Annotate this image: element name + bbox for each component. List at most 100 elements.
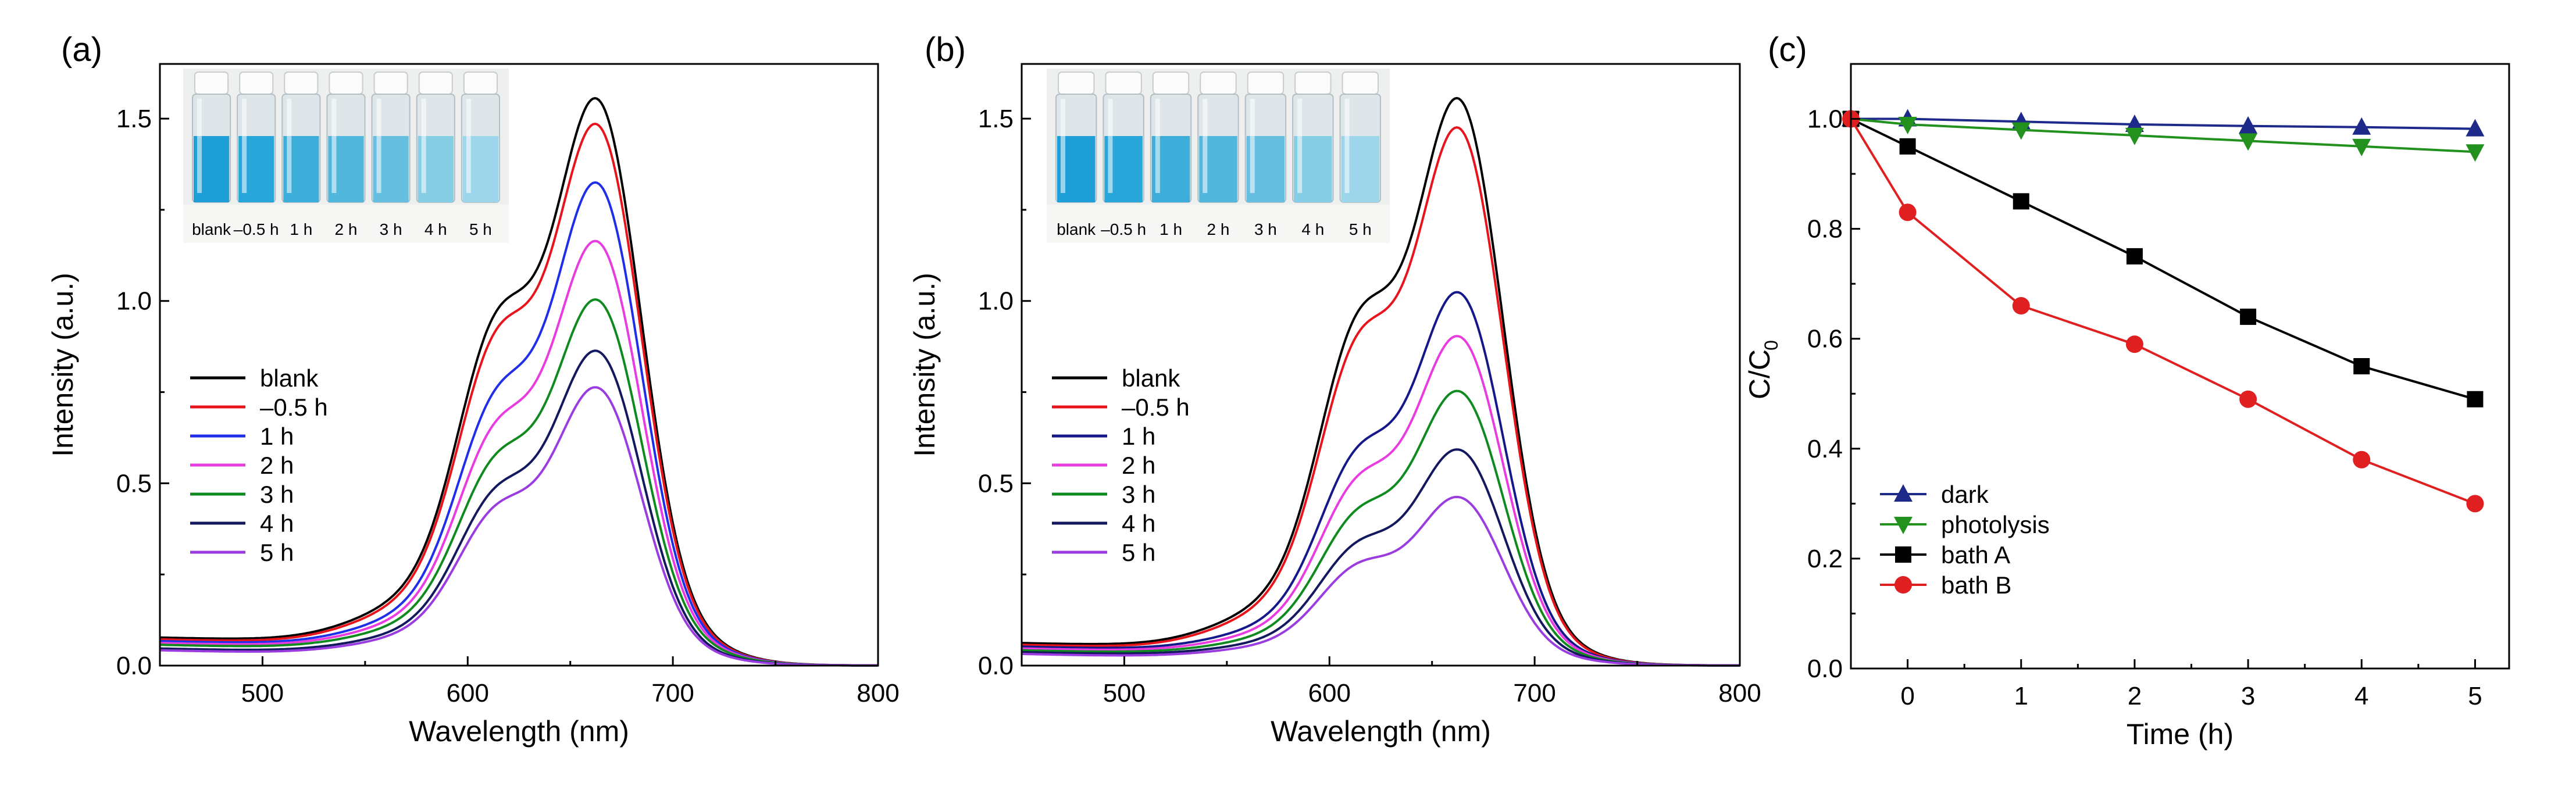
panel-a-vial-photo: blank –0.5 h 1 h 2 h 3 h 4 h 5 h <box>183 69 509 243</box>
panel-c-ytick-label: 1.0 <box>1807 105 1843 134</box>
panel-c-point-2-2 <box>2013 193 2029 210</box>
panel-a-vial-cap <box>284 72 319 95</box>
panel-b-xtick-label: 800 <box>1718 679 1761 707</box>
panel-b-legend-label-3: 2 h <box>1122 452 1155 479</box>
panel-a-vial-cap <box>373 72 408 95</box>
panel-c-x-axis-label: Time (h) <box>2127 718 2234 750</box>
panel-a-legend-label-3: 2 h <box>260 452 294 479</box>
panel-b-ytick-label: 0.0 <box>978 652 1014 680</box>
panel-c-legend-label-2: bath A <box>1941 541 2010 569</box>
panel-b-vial-1: –0.5 h <box>1101 72 1146 238</box>
panel-b-xtick-label: 600 <box>1308 679 1351 707</box>
panel-b-vial-cap <box>1058 72 1095 95</box>
panel-b-legend: blank–0.5 h1 h2 h3 h4 h5 h <box>1052 364 1190 566</box>
panel-c-y-axis-label-sub: 0 <box>1761 340 1782 351</box>
panel-c-legend-label-1: photolysis <box>1941 511 2050 538</box>
panel-b-legend-label-4: 3 h <box>1122 481 1155 508</box>
panel-c-point-3-6 <box>2466 495 2484 513</box>
panel-b-vial-6: 5 h <box>1339 72 1382 238</box>
panel-a-vial-label-2: 1 h <box>290 220 312 238</box>
panel-b-legend-label-6: 5 h <box>1122 539 1155 566</box>
panel-c-point-1-1 <box>1898 117 1917 134</box>
panel-c-point-1-3 <box>2125 127 2144 145</box>
panel-b-vial-label-3: 2 h <box>1207 220 1230 238</box>
panel-c-legend-marker-0 <box>1894 484 1913 502</box>
panel-a-legend-label-1: –0.5 h <box>260 394 328 421</box>
panel-a-vial-cap <box>194 72 229 95</box>
panel-a-vial-6: 5 h <box>461 72 500 238</box>
panel-c-ytick-label: 0.6 <box>1807 325 1843 353</box>
panel-c-point-2-3 <box>2126 248 2143 264</box>
panel-a-vial-cap <box>239 72 274 95</box>
panel-b-x-axis-label: Wavelength (nm) <box>1271 715 1491 748</box>
panel-c-y-axis-label: C/C0 <box>1743 340 1782 399</box>
panel-c-xtick-label: 0 <box>1900 682 1914 710</box>
panel-b-series-line-6 <box>1021 495 1740 667</box>
panel-a-xtick-label: 600 <box>447 679 489 707</box>
panel-c-ytick-label: 0.2 <box>1807 545 1843 573</box>
panel-c-legend-marker-1 <box>1894 517 1913 534</box>
panel-c-point-1-2 <box>2011 122 2031 140</box>
panel-a-ytick-label: 1.0 <box>116 287 152 316</box>
panel-a-xtick-label: 800 <box>857 679 899 707</box>
panel-b-vial-label-1: –0.5 h <box>1101 220 1146 238</box>
panel-b-vial-0: blank <box>1055 72 1097 238</box>
panel-a-ytick-label: 0.0 <box>116 652 152 680</box>
panel-c-legend-marker-3 <box>1894 576 1912 594</box>
panel-b-vial-4: 3 h <box>1244 72 1287 238</box>
panel-a-vial-highlight <box>197 99 202 193</box>
panel-c-point-3-3 <box>2125 335 2143 353</box>
panel-a-legend-label-2: 1 h <box>260 423 294 450</box>
panel-c-label: (c) <box>1768 31 1807 69</box>
panel-b-ytick-label: 1.5 <box>978 105 1014 133</box>
panel-a-vial-cap <box>329 72 363 95</box>
panel-b-vial-cap <box>1247 72 1285 95</box>
panel-a-vial-5: 4 h <box>416 72 455 238</box>
panel-c-point-1-4 <box>2239 133 2258 151</box>
panel-a-legend-label-5: 4 h <box>260 510 294 537</box>
panel-b-vial-label-5: 4 h <box>1301 220 1324 238</box>
panel-b-ytick-label: 1.0 <box>978 287 1014 316</box>
panel-a-vial-label-4: 3 h <box>380 220 402 238</box>
panel-c-xtick-label: 2 <box>2128 682 2142 710</box>
panel-b-vial-highlight <box>1250 99 1255 193</box>
panel-b-axes-frame <box>1021 63 1741 667</box>
panel-a-vial-highlight <box>331 99 337 193</box>
panel-a-x-axis-label: Wavelength (nm) <box>409 715 629 748</box>
panel-b-vial-label-0: blank <box>1057 220 1096 238</box>
panel-b-vial-highlight <box>1203 99 1208 193</box>
panel-c-point-3-1 <box>1899 203 1917 221</box>
panel-b-ytick-label: 0.5 <box>978 469 1014 498</box>
panel-a-vial-label-1: –0.5 h <box>234 220 279 238</box>
panel-a-vial-highlight <box>376 99 381 193</box>
panel-a-legend-label-0: blank <box>260 364 319 392</box>
panel-b-vial-label-4: 3 h <box>1254 220 1277 238</box>
panel-a-vial-highlight <box>287 99 292 193</box>
panel-c-xtick-label: 4 <box>2354 682 2368 710</box>
panel-c-legend-label-0: dark <box>1941 481 1989 508</box>
panel-b-plot: 500 600 700 800 0.0 0.5 1.0 1.5 Wavelength (nm) I… <box>908 63 1761 748</box>
panel-a-photo-bench <box>183 205 509 243</box>
panel-b-vial-3: 2 h <box>1197 72 1239 238</box>
panel-c-xtick-label: 1 <box>2014 682 2028 710</box>
panel-a-ytick-label: 1.5 <box>116 105 152 133</box>
panel-b-vial-label-2: 1 h <box>1159 220 1182 238</box>
panel-a-vial-label-5: 4 h <box>424 220 447 238</box>
panel-c-xtick-label: 3 <box>2241 682 2255 710</box>
panel-c-point-0-4 <box>2239 116 2258 134</box>
panel-c-point-3-5 <box>2353 451 2371 469</box>
panel-b-xtick-label: 500 <box>1103 679 1146 707</box>
panel-a-vial-label-0: blank <box>192 220 231 238</box>
panel-b-vial-highlight <box>1108 99 1113 193</box>
panel-a-legend-label-4: 3 h <box>260 481 294 508</box>
panel-c-point-1-6 <box>2466 144 2485 162</box>
panel-c-point-0-6 <box>2466 119 2485 137</box>
panel-a-plot: 500 600 700 800 0.0 0.5 1.0 1.5 Wavelength (nm) I… <box>47 63 900 748</box>
panel-c-point-2-5 <box>2353 358 2370 374</box>
panel-a-vial-4: 3 h <box>371 72 411 238</box>
panel-a-vial-2: 1 h <box>281 72 321 238</box>
panel-b-label: (b) <box>925 31 966 69</box>
panel-b-vial-photo: blank –0.5 h 1 h 2 h 3 h 4 h 5 h <box>1047 69 1390 243</box>
panel-a-xtick-label: 700 <box>651 679 694 707</box>
